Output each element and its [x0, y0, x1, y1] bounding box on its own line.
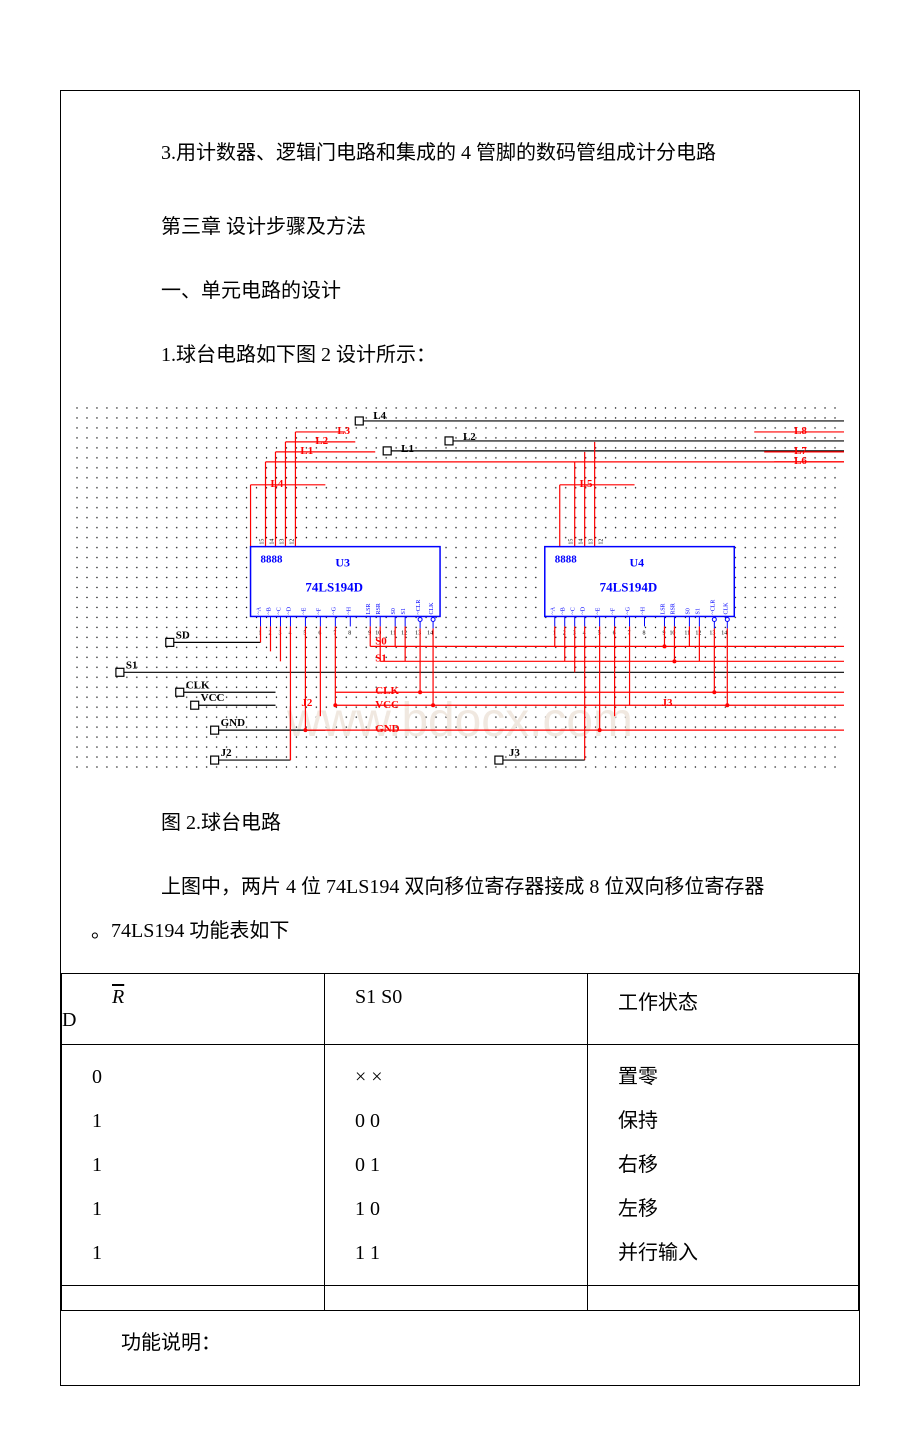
svg-text:~D: ~D: [286, 606, 292, 614]
svg-text:15: 15: [569, 539, 575, 545]
svg-text:~G: ~G: [331, 606, 337, 614]
header-s1s0: S1 S0: [325, 974, 588, 1045]
desc-line-1: 上图中，两片 4 位 74LS194 双向移位寄存器接成 8 位双向移位寄存器: [61, 865, 859, 909]
svg-text:~E: ~E: [596, 607, 602, 614]
table-body-row: 0 1 1 1 1 × × 0 0 0 1 1 0 1 1 置零 保持 右移: [62, 1045, 859, 1286]
function-table: R D S1 S0 工作状态 0 1 1 1 1 × × 0 0 0 1: [61, 973, 859, 1311]
svg-text:J2: J2: [221, 747, 232, 759]
item-1: 1.球台电路如下图 2 设计所示：: [61, 333, 859, 377]
svg-text:S1: S1: [375, 652, 387, 664]
chapter-heading: 第三章 设计步骤及方法: [61, 205, 859, 249]
svg-text:CLK: CLK: [723, 602, 729, 615]
svg-text:CLK: CLK: [186, 679, 210, 691]
svg-text:14: 14: [427, 630, 433, 636]
svg-text:L8: L8: [794, 425, 807, 437]
col-state: 置零 保持 右移 左移 并行输入: [588, 1045, 859, 1286]
svg-text:8: 8: [643, 630, 646, 636]
table-header-row: R D S1 S0 工作状态: [62, 974, 859, 1045]
svg-text:13: 13: [589, 539, 595, 545]
svg-text:~G: ~G: [626, 606, 632, 614]
table-empty-row: [62, 1286, 859, 1311]
svg-text:J2: J2: [301, 697, 312, 709]
desc-line-2: 。74LS194 功能表如下: [61, 909, 859, 953]
chip-u3-name: U3: [335, 556, 350, 570]
svg-text:~H: ~H: [641, 606, 647, 614]
svg-text:L4: L4: [270, 478, 283, 490]
svg-text:L6: L6: [794, 455, 807, 467]
svg-text:12: 12: [695, 630, 701, 636]
svg-text:14: 14: [579, 539, 585, 545]
circuit-diagram: www.bdocx.com L4 L1 L2: [61, 397, 859, 781]
svg-text:13: 13: [279, 539, 285, 545]
chip-u3-part: 74LS194D: [305, 580, 363, 595]
svg-text:L5: L5: [580, 478, 593, 490]
svg-text:S1: S1: [401, 608, 407, 614]
svg-text:S0: S0: [685, 608, 691, 614]
svg-text:~F: ~F: [316, 607, 322, 614]
col-s1s0: × × 0 0 0 1 1 0 1 1: [325, 1045, 588, 1286]
svg-text:GND: GND: [375, 723, 399, 735]
header-rd-over: R: [112, 986, 124, 1008]
svg-text:RSR: RSR: [376, 603, 382, 614]
chip-u4-name: U4: [630, 556, 645, 570]
svg-text:~H: ~H: [346, 606, 352, 614]
svg-text:~CLR: ~CLR: [710, 600, 716, 615]
svg-text:L1: L1: [401, 443, 414, 455]
chip-u3-seg: 8888: [261, 554, 283, 566]
svg-text:S0: S0: [391, 608, 397, 614]
svg-text:LSR: LSR: [660, 603, 666, 614]
svg-text:~F: ~F: [611, 607, 617, 614]
svg-text:8: 8: [348, 630, 351, 636]
svg-text:L2: L2: [315, 435, 328, 447]
svg-text:CLK: CLK: [429, 602, 435, 615]
svg-text:J3: J3: [661, 697, 672, 709]
section-heading: 一、单元电路的设计: [61, 269, 859, 313]
svg-text:~B: ~B: [561, 607, 567, 614]
svg-text:CLK: CLK: [375, 685, 399, 697]
col-rd: 0 1 1 1 1: [62, 1045, 325, 1286]
svg-text:~B: ~B: [266, 607, 272, 614]
chip-u4-seg: 8888: [555, 554, 577, 566]
svg-text:VCC: VCC: [375, 699, 399, 711]
figure-caption: 图 2.球台电路: [61, 801, 859, 845]
svg-text:12: 12: [599, 539, 605, 545]
svg-text:L3: L3: [337, 425, 350, 437]
svg-text:~C: ~C: [571, 607, 577, 614]
svg-text:~D: ~D: [581, 606, 587, 614]
svg-text:12: 12: [289, 539, 295, 545]
svg-text:S1: S1: [126, 659, 138, 671]
svg-text:14: 14: [269, 539, 275, 545]
svg-text:VCC: VCC: [201, 692, 225, 704]
circuit-svg: www.bdocx.com L4 L1 L2: [76, 407, 844, 776]
svg-text:L1: L1: [300, 445, 313, 457]
svg-text:~C: ~C: [276, 607, 282, 614]
svg-text:~A: ~A: [551, 606, 557, 614]
svg-text:14: 14: [721, 630, 727, 636]
svg-text:S1: S1: [695, 608, 701, 614]
page: 3.用计数器、逻辑门电路和集成的 4 管脚的数码管组成计分电路 第三章 设计步骤…: [0, 0, 920, 1446]
svg-text:12: 12: [401, 630, 407, 636]
svg-text:L4: L4: [373, 410, 386, 422]
chip-u4-part: 74LS194D: [600, 580, 658, 595]
svg-text:LSR: LSR: [366, 603, 372, 614]
svg-text:~CLR: ~CLR: [416, 600, 422, 615]
svg-text:L2: L2: [463, 431, 476, 443]
svg-text:J3: J3: [509, 747, 520, 759]
func-label: 功能说明：: [61, 1321, 859, 1365]
content-box: 3.用计数器、逻辑门电路和集成的 4 管脚的数码管组成计分电路 第三章 设计步骤…: [60, 90, 860, 1386]
header-rd-sub: D: [62, 1009, 76, 1031]
svg-text:SD: SD: [176, 629, 190, 641]
header-state: 工作状态: [588, 974, 859, 1045]
svg-text:GND: GND: [221, 717, 245, 729]
svg-text:RSR: RSR: [670, 603, 676, 614]
svg-text:~A: ~A: [257, 606, 263, 614]
body-line-1: 3.用计数器、逻辑门电路和集成的 4 管脚的数码管组成计分电路: [61, 131, 859, 175]
svg-text:S0: S0: [375, 635, 387, 647]
svg-text:15: 15: [260, 539, 266, 545]
watermark-text: www.bdocx.com: [286, 694, 633, 747]
svg-text:~E: ~E: [301, 607, 307, 614]
